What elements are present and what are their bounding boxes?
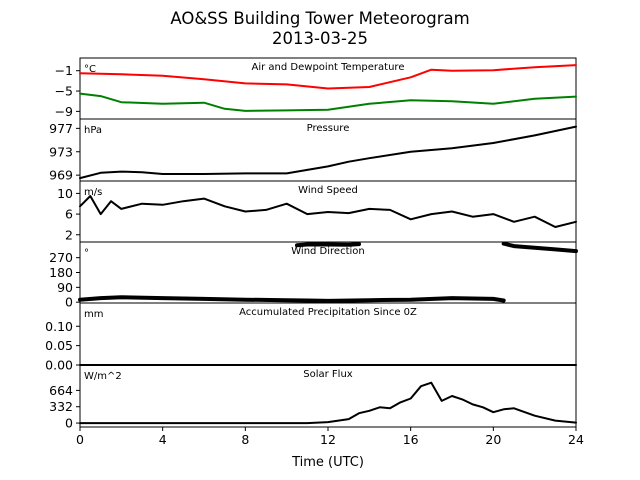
panel-wind_speed: 2 6 10 Wind Speed m/s bbox=[57, 180, 577, 243]
series-line-temperature-0 bbox=[79, 64, 577, 90]
panel-unit-label: mm bbox=[84, 309, 103, 320]
panel-precipitation: 0.00 0.05 0.10 Accumulated Precipitation Si… bbox=[45, 302, 577, 373]
y-tick-label: 664 bbox=[49, 383, 73, 398]
panel-unit-label: hPa bbox=[84, 125, 102, 136]
panel-title: Accumulated Precipitation Since 0Z bbox=[239, 307, 417, 318]
y-tick-label: 6 bbox=[65, 207, 73, 222]
x-tick-label: 0 bbox=[76, 432, 84, 447]
y-tick-label: 90 bbox=[57, 280, 73, 295]
x-tick-label: 16 bbox=[403, 432, 419, 447]
panel-title: Air and Dewpoint Temperature bbox=[252, 62, 405, 73]
chart-subtitle: 2013-03-25 bbox=[272, 29, 368, 48]
x-axis-label: Time (UTC) bbox=[291, 455, 364, 470]
y-tick-label: 2 bbox=[65, 227, 73, 242]
series-line-pressure-0 bbox=[79, 125, 577, 180]
panel-unit-label: m/s bbox=[84, 187, 102, 198]
y-tick-label: −5 bbox=[55, 84, 73, 99]
panel-title: Solar Flux bbox=[303, 369, 353, 380]
x-tick-label: 12 bbox=[320, 432, 336, 447]
x-tick-label: 4 bbox=[159, 432, 167, 447]
y-tick-label: 10 bbox=[57, 186, 73, 201]
series-line-wind_direction-0 bbox=[78, 295, 506, 303]
series-line-temperature-1 bbox=[79, 92, 577, 112]
y-tick-label: 0 bbox=[65, 295, 73, 310]
y-tick-label: 0.10 bbox=[45, 319, 73, 334]
panel-unit-label: W/m^2 bbox=[84, 371, 122, 382]
series-line-wind_direction-1 bbox=[295, 242, 361, 248]
y-tick-label: 0.05 bbox=[45, 338, 73, 353]
y-tick-label: 973 bbox=[49, 144, 73, 159]
panel-title: Pressure bbox=[307, 123, 350, 134]
x-axis: 0 4 8 12 16 20 24 bbox=[76, 427, 584, 447]
series-line-wind_speed-0 bbox=[79, 195, 577, 228]
panel-unit-label: °C bbox=[84, 64, 96, 75]
series-line-solar_flux-0 bbox=[79, 381, 577, 425]
y-tick-label: 332 bbox=[49, 399, 73, 414]
y-tick-label: 977 bbox=[49, 121, 73, 136]
y-tick-label: 270 bbox=[49, 250, 73, 265]
y-tick-label: 180 bbox=[49, 265, 73, 280]
series-line-wind_direction-2 bbox=[501, 241, 578, 254]
panel-unit-label: ° bbox=[84, 248, 89, 259]
x-tick-label: 24 bbox=[568, 432, 584, 447]
y-tick-label: 969 bbox=[49, 168, 73, 183]
panel-title: Wind Speed bbox=[298, 185, 358, 196]
y-tick-label: −1 bbox=[55, 63, 73, 78]
x-tick-label: 20 bbox=[485, 432, 501, 447]
panel-title: Wind Direction bbox=[291, 246, 365, 257]
chart-title: AO&SS Building Tower Meteorogram bbox=[170, 9, 469, 28]
x-tick-label: 8 bbox=[241, 432, 249, 447]
panel-temperature: −1 −5 −9 Air and Dewpoint Temperature °C bbox=[55, 57, 577, 120]
y-tick-label: 0 bbox=[65, 416, 73, 431]
y-tick-label: 0.00 bbox=[45, 358, 73, 373]
panel-pressure: 969 973 977 Pressure hPa bbox=[49, 118, 577, 183]
y-tick-label: −9 bbox=[55, 104, 73, 119]
